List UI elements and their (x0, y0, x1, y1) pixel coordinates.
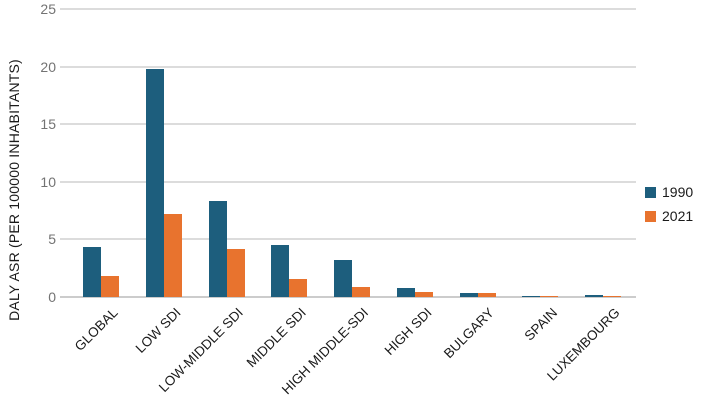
gridline-y-10 (60, 180, 636, 183)
bar-2021-bulgary (477, 292, 496, 297)
bar-2021-high-middle-sdi (352, 286, 370, 297)
x-tick-label-spain: SPAIN (521, 305, 560, 344)
bar-1990-luxembourg (585, 295, 603, 297)
y-tick-label-0: 0 (48, 289, 56, 305)
x-tick-label-low-sdi: LOW SDI (132, 305, 184, 356)
gridline-y-20 (60, 65, 636, 68)
gridline-y-5 (60, 238, 636, 241)
x-tick-label-high-sdi: HIGH SDI (381, 305, 435, 359)
legend-swatch-icon (645, 210, 656, 222)
bar-1990-middle-sdi (271, 245, 290, 297)
bar-1990-spain (522, 295, 541, 297)
x-tick-label-middle-sdi: MIDDLE SDI (243, 305, 309, 371)
legend-item-1990: 1990 (645, 184, 693, 200)
y-tick-label-25: 25 (40, 1, 56, 17)
y-tick-label-5: 5 (48, 231, 56, 248)
gridline-y-25 (60, 8, 636, 10)
bar-2021-high-sdi (414, 291, 433, 297)
bar-1990-high-sdi (396, 287, 415, 297)
bar-2021-global (101, 276, 119, 297)
gridline-y-0 (60, 296, 636, 298)
y-axis-title: DALY ASR (PER 100000 INHABITANTS) (6, 59, 22, 321)
bar-2021-low-sdi (163, 214, 182, 297)
bar-2021-middle-sdi (289, 278, 308, 297)
bar-2021-luxembourg (603, 295, 621, 297)
legend-label: 1990 (662, 184, 694, 200)
bar-1990-low-sdi (145, 68, 164, 297)
plot-area (60, 8, 636, 298)
legend-swatch-icon (645, 186, 656, 198)
y-tick-label-20: 20 (40, 58, 56, 75)
legend-label: 2021 (662, 208, 694, 224)
bar-1990-low-middle-sdi (208, 201, 227, 297)
bar-1990-bulgary (459, 292, 478, 297)
gridline-y-15 (60, 123, 636, 126)
x-tick-label-global: GLOBAL (71, 305, 121, 354)
bar-2021-spain (540, 295, 559, 297)
bar-1990-global (83, 247, 101, 297)
bar-1990-high-middle-sdi (334, 260, 352, 297)
bar-2021-low-middle-sdi (226, 248, 245, 297)
x-tick-label-bulgary: BULGARY (441, 305, 498, 362)
y-tick-label-10: 10 (40, 173, 56, 190)
legend: 1990 2021 (645, 184, 693, 232)
legend-item-2021: 2021 (645, 208, 693, 224)
y-tick-label-15: 15 (40, 116, 56, 133)
